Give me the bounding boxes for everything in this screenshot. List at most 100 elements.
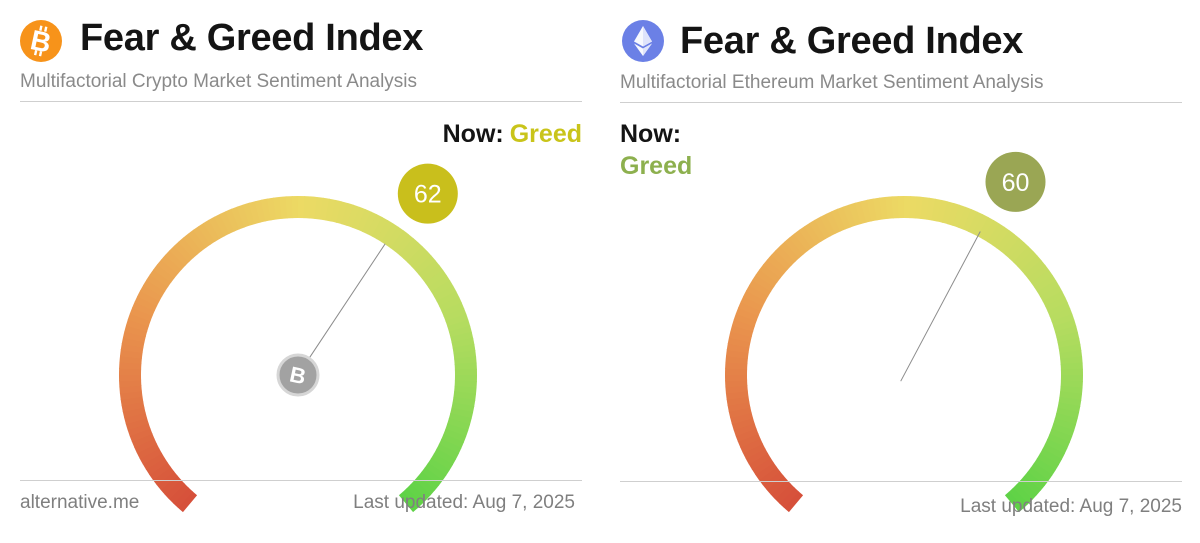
gauge-arc-segment [351,206,366,230]
gauge-arc-segment [1036,453,1060,471]
gauge-arc-segment [172,487,193,509]
gauge-arc-segment [424,462,447,481]
gauge-arc-segment [421,264,444,284]
gauge-arc-segment [436,443,459,460]
gauge-arc-segment [1060,356,1083,365]
gauge-arc-segment [447,418,471,432]
gauge-arc-segment [759,264,781,283]
gauge-arc-segment [149,462,172,481]
gauge-arc-segment [1054,412,1078,426]
chart-title: Fear & Greed Index [80,17,424,59]
divider [620,102,1182,103]
gauge-arc-segment [774,483,795,504]
gauge-arc-segment [1053,319,1077,333]
gauge-arc-segment [728,406,752,419]
gauge-arc-segment [438,438,462,455]
gauge-arc-segment [119,385,142,394]
gauge-arc-segment [755,462,778,481]
gauge-arc-segment [430,453,454,471]
gauge-arc-segment [725,355,748,365]
gauge-arc-segment [941,201,955,225]
gauge-arc-segment [439,296,462,312]
gauge-arc-segment [366,214,383,237]
bitcoin-icon: B [288,362,309,390]
gauge-arc-segment [453,350,477,360]
gauge-arc-segment [236,204,251,228]
gauge-arc-segment [142,452,165,470]
gauge-arc-segment [962,209,978,232]
gauge-arc-segment [737,433,761,448]
gauge-arc-segment [134,438,157,454]
gauge-arc-segment [443,307,467,323]
gauge-arc-segment [1049,307,1073,323]
gauge-arc-segment [751,457,774,476]
gauge-arc-segment [156,259,179,279]
gauge-arc-segment [356,209,372,232]
gauge-arc-segment [146,274,169,292]
gauge-arc-segment [987,223,1005,246]
gauge-arc-segment [726,342,750,354]
gauge-arc-segment [120,395,144,407]
gauge-arc-segment [788,233,809,255]
gauge-arc-segment [784,237,804,259]
chart-subtitle: Multifactorial Crypto Market Sentiment A… [20,71,418,92]
gauge-arc-segment [742,443,766,460]
gauge-arc-segment [778,487,799,509]
gauge-arc-segment [798,226,817,249]
gauge-arc-segment [445,423,469,438]
gauge-arc-segment [1000,233,1020,256]
gauge-arc-segment [952,204,967,228]
gauge-arc-segment [762,259,785,279]
gauge-arc-segment [248,201,261,225]
gauge-arc-segment [735,307,759,322]
gauge-arc-segment [1004,491,1024,513]
gauge-arc-segment [127,422,151,437]
gauge-arc-segment [1047,433,1070,449]
gauge-arc-segment [125,318,149,332]
gauge-arc-segment [450,331,474,344]
gauge-arc-segment [124,412,148,425]
gauge-arc-segment [325,198,337,222]
gauge-arc-segment [381,223,399,246]
gauge-arc-segment [230,206,246,230]
gauge-arc-segment [445,313,469,328]
gauge-arc-segment [725,349,749,359]
gauge-arc-segment [160,475,182,495]
classification-label: Greed [509,120,582,148]
gauge-arc-segment [124,324,148,338]
gauge-arc-segment [730,412,754,425]
gauge-arc-segment [727,336,751,348]
gauge-arc-segment [885,196,894,219]
gauge-arc-segment [139,447,163,465]
gauge-arc-segment [361,211,378,235]
gauge-arc-segment [398,237,419,259]
gauge-arc-segment [452,343,476,355]
gauge-arc-segment [836,206,852,230]
gauge-arc-segment [991,226,1010,249]
gauge-arc-segment [450,407,474,420]
gauge-arc-segment [376,219,394,243]
gauge-arc-segment [134,295,158,312]
gauge-arc-segment [121,336,145,348]
eth-fear-greed-panel: Fear & Greed Index Multifactorial Ethere… [600,0,1200,543]
gauge-arc-segment [213,213,230,237]
gauge-arc [724,195,1084,513]
gauge-arc-segment [803,222,822,245]
gauge-arc-segment [132,301,155,317]
gauge-arc-segment [145,457,168,476]
source-label[interactable]: alternative.me [20,492,140,513]
gauge-arc-segment [814,216,832,240]
gauge-arc-segment [168,483,189,504]
gauge-arc-segment [436,290,460,307]
gauge-arc-segment [421,467,443,486]
gauge-arc-segment [414,475,436,496]
gauge-arc-segment [745,284,769,302]
gauge-arc-segment [346,204,361,228]
gauge-arc-segment [770,479,792,500]
gauge-arc-segment [454,356,477,365]
gauge-arc-segment [164,249,186,270]
value-bubble [397,163,458,224]
gauge-arc-segment [418,259,440,280]
divider [620,481,1182,482]
gauge-arc-segment [314,196,324,220]
